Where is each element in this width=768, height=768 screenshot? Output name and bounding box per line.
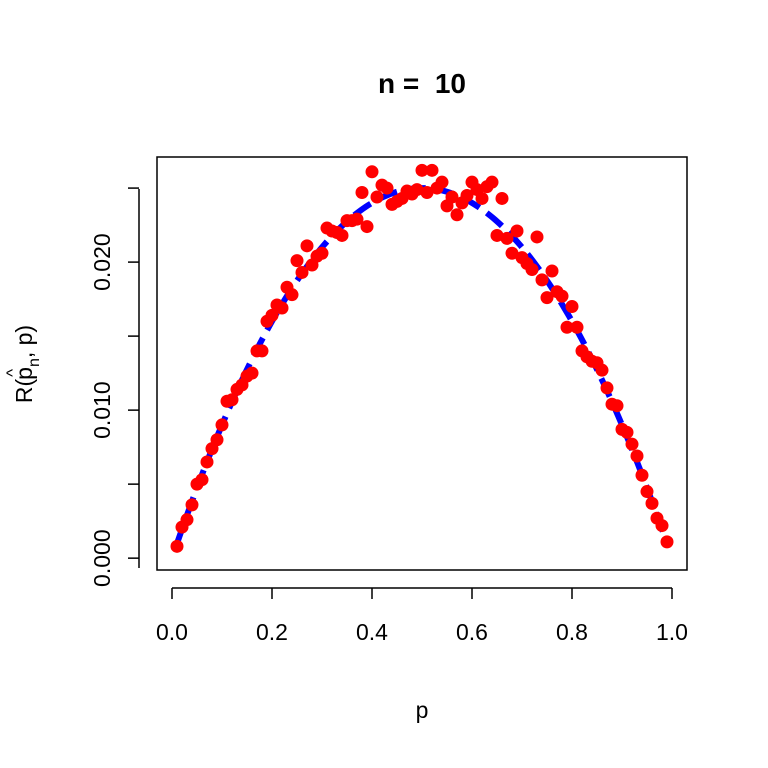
- data-point: [485, 175, 499, 189]
- data-point: [530, 230, 544, 244]
- data-point: [425, 163, 439, 177]
- data-point: [275, 301, 289, 315]
- data-point: [180, 513, 194, 527]
- data-point: [445, 190, 459, 204]
- y-tick-label: 0.010: [89, 381, 115, 439]
- simulated-risk-points: [170, 163, 674, 553]
- x-tick-label: 1.0: [656, 619, 688, 645]
- y-tick-label: 0.020: [89, 233, 115, 291]
- data-point: [370, 190, 384, 204]
- data-point: [410, 183, 424, 197]
- data-point: [170, 539, 184, 553]
- data-point: [600, 381, 614, 395]
- data-point: [655, 519, 669, 533]
- data-point: [460, 188, 474, 202]
- data-point: [630, 449, 644, 463]
- data-point: [355, 186, 369, 200]
- y-label-subscript: n: [26, 358, 43, 367]
- data-point: [295, 265, 309, 279]
- data-point: [315, 246, 329, 260]
- data-point: [350, 212, 364, 226]
- x-axis: 0.0 0.2 0.4 0.6 0.8 1.0: [156, 587, 688, 645]
- y-tick-label: 0.000: [89, 529, 115, 587]
- data-point: [215, 418, 229, 432]
- data-point: [365, 165, 379, 179]
- data-point: [535, 273, 549, 287]
- data-point: [495, 191, 509, 205]
- data-point: [435, 175, 449, 189]
- x-tick-label: 0.2: [256, 619, 288, 645]
- y-axis: 0.000 0.010 0.020: [89, 187, 140, 587]
- data-point: [545, 264, 559, 278]
- data-point: [540, 291, 554, 305]
- data-point: [380, 181, 394, 195]
- data-point: [505, 246, 519, 260]
- data-point: [300, 239, 314, 253]
- data-point: [620, 425, 634, 439]
- data-point: [625, 437, 639, 451]
- data-point: [635, 468, 649, 482]
- data-point: [415, 163, 429, 177]
- data-point: [510, 224, 524, 238]
- data-point: [640, 485, 654, 499]
- chart-title: n = 10: [378, 68, 466, 99]
- data-point: [185, 498, 199, 512]
- data-point: [210, 433, 224, 447]
- data-point: [570, 320, 584, 334]
- data-point: [450, 208, 464, 222]
- data-point: [195, 473, 209, 487]
- y-label-hat: ^: [3, 369, 22, 377]
- data-point: [560, 320, 574, 334]
- data-point: [420, 186, 434, 200]
- y-label-prefix: R(: [11, 378, 37, 403]
- data-point: [255, 344, 269, 358]
- data-point: [265, 308, 279, 322]
- data-point: [475, 191, 489, 205]
- data-point: [610, 399, 624, 413]
- data-point: [225, 393, 239, 407]
- x-tick-label: 0.8: [556, 619, 588, 645]
- data-point: [490, 228, 504, 242]
- y-label-suffix: , p): [11, 325, 37, 358]
- data-point: [555, 289, 569, 303]
- data-point: [565, 300, 579, 314]
- data-point: [645, 496, 659, 510]
- data-point: [200, 455, 214, 469]
- data-point: [595, 363, 609, 377]
- data-point: [285, 288, 299, 302]
- data-point: [290, 254, 304, 268]
- data-point: [335, 228, 349, 242]
- data-point: [360, 220, 374, 234]
- data-point: [525, 263, 539, 276]
- data-point: [245, 366, 259, 380]
- x-tick-label: 0.4: [356, 619, 388, 645]
- y-label-symbol: p: [11, 367, 37, 380]
- x-tick-label: 0.0: [156, 619, 188, 645]
- x-axis-label: p: [416, 697, 429, 723]
- x-tick-label: 0.6: [456, 619, 488, 645]
- data-point: [500, 231, 514, 245]
- data-point: [660, 535, 674, 549]
- plot-frame: [156, 156, 688, 571]
- y-axis-label: R(^pn, p): [3, 325, 43, 403]
